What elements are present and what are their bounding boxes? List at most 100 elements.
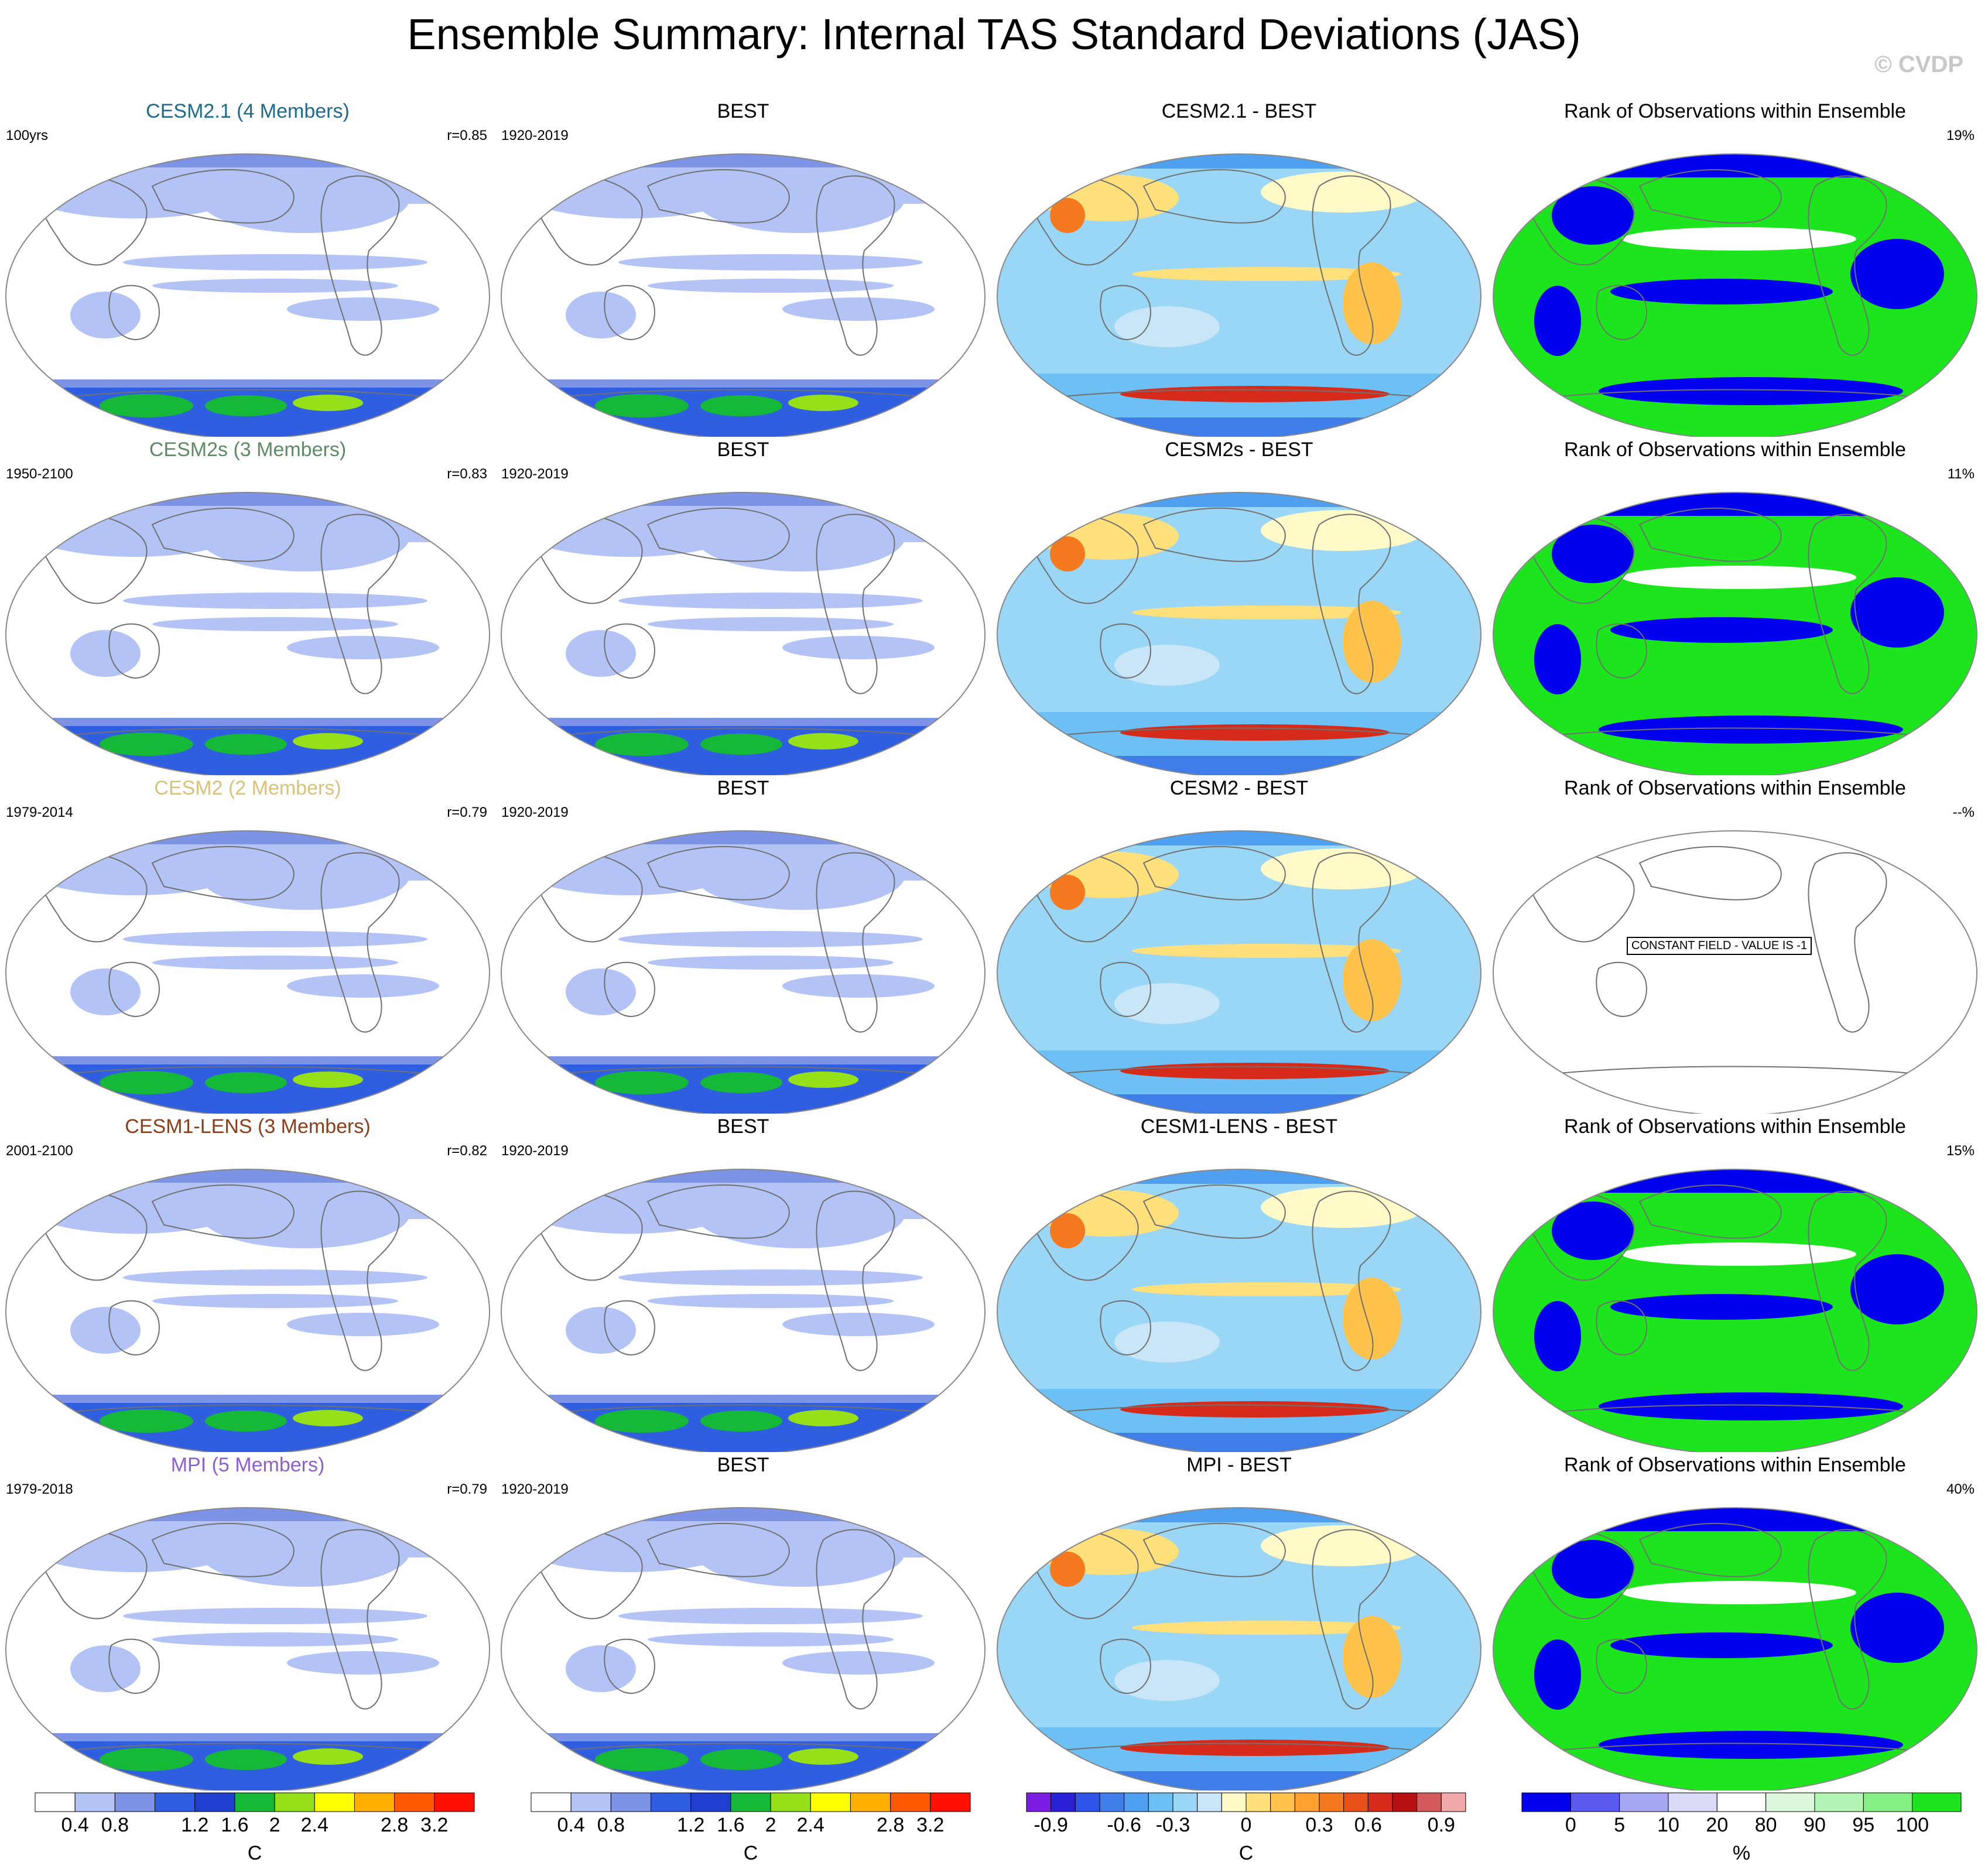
globe-outline bbox=[5, 492, 490, 775]
panel-period: 1950-2100 bbox=[6, 466, 73, 482]
colorbar-segment bbox=[1075, 1792, 1100, 1812]
colorbar-tick-label: 1.6 bbox=[717, 1814, 744, 1836]
difference-panel: CESM2.1 - BEST bbox=[991, 98, 1487, 437]
map-field bbox=[501, 154, 985, 437]
map-field bbox=[997, 1508, 1481, 1791]
rank-panel: Rank of Observations within Ensemble 15% bbox=[1487, 1114, 1983, 1452]
colorbar-tick-label: 2.8 bbox=[877, 1814, 904, 1836]
colorbar-segment bbox=[890, 1792, 931, 1812]
map-field bbox=[501, 492, 985, 775]
panel-period: 1979-2018 bbox=[6, 1481, 73, 1497]
colorbar-segment bbox=[1124, 1792, 1149, 1812]
colorbar-tick-label: 0.4 bbox=[61, 1814, 89, 1836]
panel-title: Rank of Observations within Ensemble bbox=[1564, 439, 1906, 461]
figure-title: Ensemble Summary: Internal TAS Standard … bbox=[407, 10, 1581, 59]
colorbar-segment bbox=[1912, 1792, 1962, 1812]
colorbar-segment bbox=[194, 1792, 235, 1812]
observation-panel: BEST 1920-2019 bbox=[495, 775, 991, 1114]
globe-outline bbox=[1493, 492, 1977, 775]
colorbar-segment bbox=[1246, 1792, 1271, 1812]
map-field bbox=[1493, 492, 1977, 775]
globe-outline bbox=[1493, 830, 1977, 1114]
colorbar-tick-label: 95 bbox=[1852, 1814, 1874, 1836]
colorbar-segment bbox=[434, 1792, 475, 1812]
panel-title: Rank of Observations within Ensemble bbox=[1564, 100, 1906, 122]
colorbar-tick-label: 20 bbox=[1706, 1814, 1728, 1836]
model-panel: CESM1-LENS (3 Members) 2001-2100 r=0.82 bbox=[0, 1114, 495, 1452]
colorbar-segment bbox=[1367, 1792, 1393, 1812]
colorbar-scale: -0.9 -0.6 -0.3 0 0.3 0.6 0.9 bbox=[1026, 1792, 1466, 1836]
globe-outline bbox=[997, 492, 1481, 775]
map-field bbox=[997, 154, 1481, 437]
observation-panel: BEST 1920-2019 bbox=[495, 1452, 991, 1791]
colorbar-segment bbox=[730, 1792, 771, 1812]
panel-title: BEST bbox=[717, 1454, 769, 1476]
colorbar-tick-label: 10 bbox=[1657, 1814, 1679, 1836]
colorbar-segment bbox=[1392, 1792, 1418, 1812]
colorbar-tick-label: 2.4 bbox=[301, 1814, 329, 1836]
colorbar-tick-label: 90 bbox=[1804, 1814, 1826, 1836]
colorbar-tick-label: 0 bbox=[1565, 1814, 1576, 1836]
globe-map bbox=[5, 1507, 490, 1791]
pattern-correlation: r=0.82 bbox=[447, 1143, 487, 1159]
colorbar-tick-label: 2 bbox=[269, 1814, 280, 1836]
colorbar-tick-label: 3.2 bbox=[420, 1814, 448, 1836]
colorbar-tick-label: 0.4 bbox=[557, 1814, 585, 1836]
globe-outline bbox=[5, 1507, 490, 1791]
globe-map bbox=[1493, 153, 1977, 437]
colorbar-tick-label: 1.2 bbox=[181, 1814, 208, 1836]
colorbar-segment bbox=[1294, 1792, 1320, 1812]
colorbar-tick-label: 100 bbox=[1895, 1814, 1929, 1836]
globe-outline bbox=[501, 1169, 986, 1452]
rank-panel: Rank of Observations within Ensemble 40% bbox=[1487, 1452, 1983, 1791]
colorbar: -0.9 -0.6 -0.3 0 0.3 0.6 0.9 C bbox=[1024, 1792, 1469, 1875]
panel-title: CESM2s - BEST bbox=[1165, 439, 1313, 461]
colorbar-tick-label: -0.6 bbox=[1107, 1814, 1141, 1836]
panel-title: CESM2.1 (4 Members) bbox=[146, 100, 350, 122]
map-field bbox=[1493, 831, 1977, 1114]
rank-panel: Rank of Observations within Ensemble 11% bbox=[1487, 437, 1983, 775]
colorbar: 0.4 0.8 1.2 1.6 2 2.4 2.8 3.2 C bbox=[528, 1792, 973, 1875]
map-field bbox=[501, 831, 985, 1114]
colorbar-segment bbox=[35, 1792, 76, 1812]
colorbar-segment bbox=[1319, 1792, 1344, 1812]
pattern-correlation: r=0.79 bbox=[447, 1481, 487, 1497]
colorbar-tick-label: 0.8 bbox=[597, 1814, 625, 1836]
panel-title: Rank of Observations within Ensemble bbox=[1564, 1454, 1906, 1476]
colorbar-tick-label: -0.3 bbox=[1156, 1814, 1190, 1836]
map-field bbox=[997, 1169, 1481, 1452]
globe-map bbox=[5, 492, 490, 775]
colorbar-tick-label: -0.9 bbox=[1034, 1814, 1068, 1836]
model-panel: MPI (5 Members) 1979-2018 r=0.79 bbox=[0, 1452, 495, 1791]
colorbar-segment bbox=[930, 1792, 971, 1812]
difference-panel: CESM2s - BEST bbox=[991, 437, 1487, 775]
globe-outline bbox=[997, 1169, 1481, 1452]
colorbar-segment bbox=[570, 1792, 611, 1812]
panel-period: 1920-2019 bbox=[501, 1481, 569, 1497]
panel-title: BEST bbox=[717, 777, 769, 799]
rank-panel: Rank of Observations within Ensemble --% C… bbox=[1487, 775, 1983, 1114]
colorbar-segment bbox=[1197, 1792, 1222, 1812]
map-field bbox=[6, 831, 490, 1114]
observation-panel: BEST 1920-2019 bbox=[495, 437, 991, 775]
colorbar-segment bbox=[770, 1792, 811, 1812]
copyright-label: © CVDP bbox=[1874, 52, 1963, 77]
colorbar-segment bbox=[1668, 1792, 1717, 1812]
colorbar-tick-label: 2 bbox=[765, 1814, 776, 1836]
colorbar-tick-label: 2.8 bbox=[381, 1814, 408, 1836]
colorbar-segment bbox=[1051, 1792, 1076, 1812]
colorbar-tick-label: 0.6 bbox=[1354, 1814, 1382, 1836]
panel-period: 1920-2019 bbox=[501, 1143, 569, 1159]
globe-map bbox=[997, 153, 1481, 437]
globe-map bbox=[501, 153, 986, 437]
colorbar-segment bbox=[1863, 1792, 1913, 1812]
globe-map bbox=[997, 492, 1481, 775]
globe-map bbox=[5, 830, 490, 1114]
colorbar-segment bbox=[314, 1792, 355, 1812]
panel-period: 2001-2100 bbox=[6, 1143, 73, 1159]
colorbar-segment bbox=[1570, 1792, 1620, 1812]
globe-map bbox=[1493, 1507, 1977, 1791]
globe-outline bbox=[997, 153, 1481, 437]
colorbar-tick-label: 0.3 bbox=[1305, 1814, 1333, 1836]
globe-outline bbox=[501, 153, 986, 437]
